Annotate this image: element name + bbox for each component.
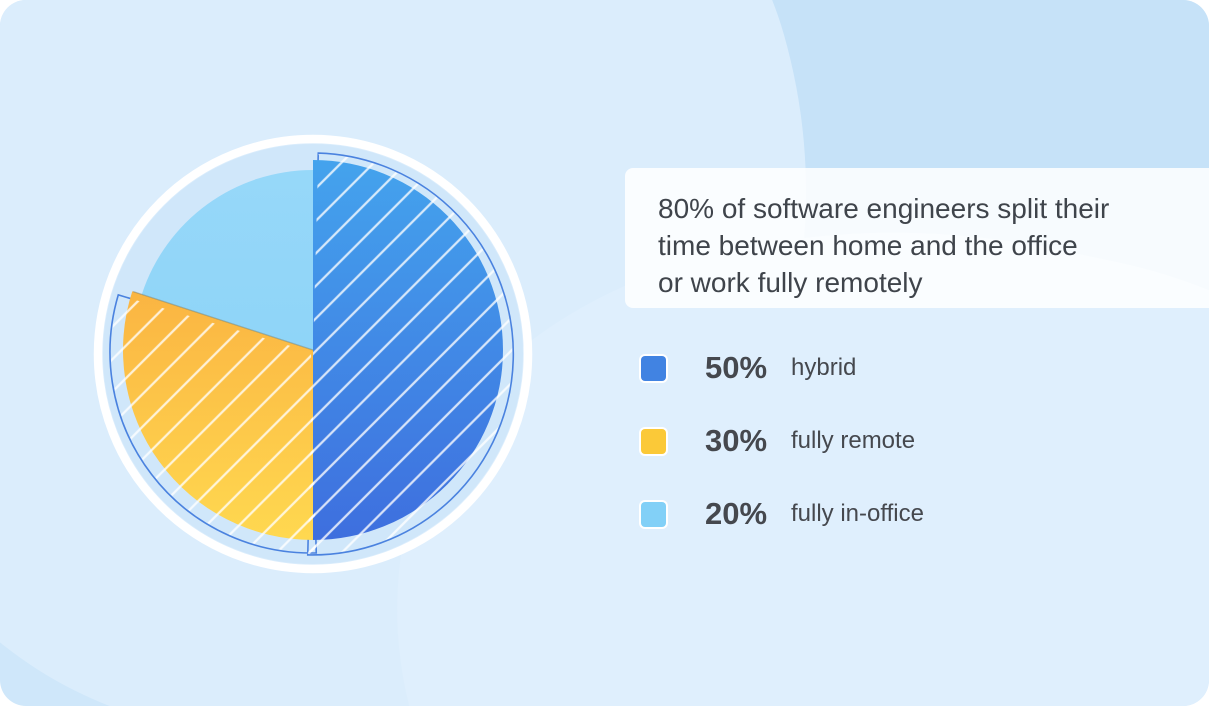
legend-row-fully-in-office: 20% fully in-office bbox=[641, 496, 924, 532]
legend-row-fully-remote: 30% fully remote bbox=[641, 423, 924, 459]
legend-label-fully-remote: fully remote bbox=[791, 427, 916, 454]
legend-row-hybrid: 50% hybrid bbox=[641, 350, 924, 386]
pie-chart bbox=[93, 134, 533, 574]
legend-label-hybrid: hybrid bbox=[791, 354, 857, 381]
title-line-3: or work fully remotely bbox=[658, 267, 923, 298]
legend-value-hybrid: 50% bbox=[705, 350, 768, 385]
legend-label-fully-in-office: fully in-office bbox=[791, 500, 924, 527]
title-line-1: 80% of software engineers split their bbox=[658, 193, 1110, 224]
legend-swatch-hybrid bbox=[641, 355, 666, 381]
legend-value-fully-in-office: 20% bbox=[705, 496, 768, 531]
legend: 50% hybrid 30% fully remote 20% fully in… bbox=[641, 350, 924, 532]
legend-value-fully-remote: 30% bbox=[705, 423, 768, 458]
title-line-2: time between home and the office bbox=[658, 230, 1078, 261]
title-box: 80% of software engineers split their ti… bbox=[625, 168, 1209, 308]
legend-swatch-fully-in-office bbox=[641, 501, 666, 527]
legend-swatch-fully-remote bbox=[641, 428, 666, 454]
